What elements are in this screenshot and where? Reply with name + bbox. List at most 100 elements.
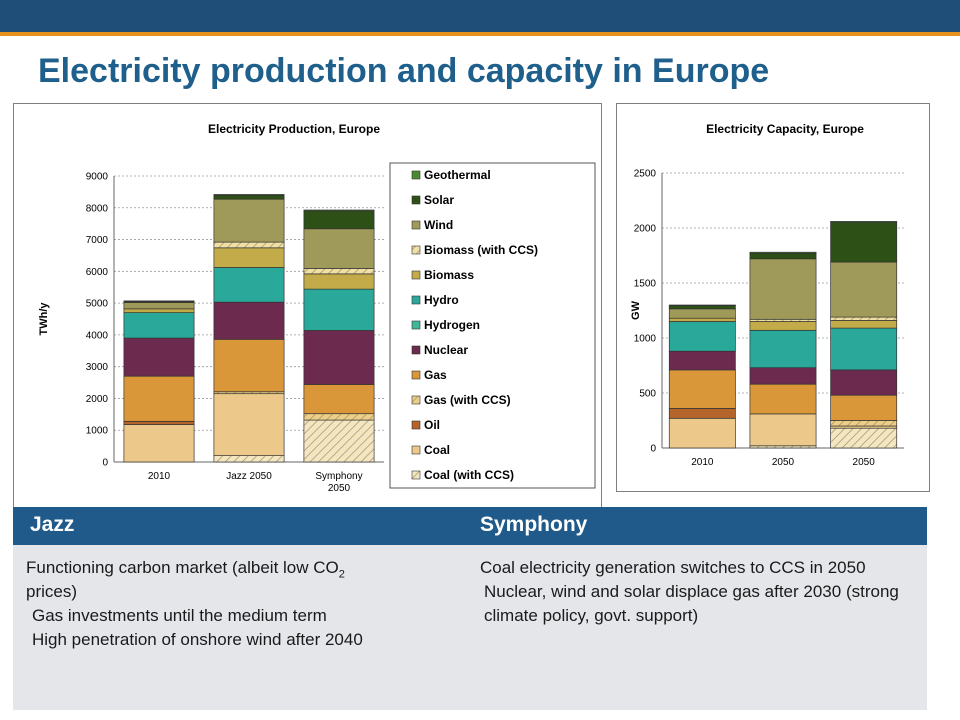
chart-legend: Geothermal Solar Wind Biomass (with CCS) Bio… [389,162,596,489]
y-tick-label: 2000 [86,394,109,405]
legend-swatch-biomass [411,270,421,280]
y-tick-label: 2500 [634,169,657,180]
bar-segment-biomass-with-ccs [830,316,898,321]
x-tick-label: 2010 [148,471,171,482]
bar-segment-oil [668,408,736,419]
bar-segment-solar [830,222,898,263]
legend-swatch-coal-with-ccs [411,470,421,480]
y-tick-label: 8000 [86,203,109,214]
bar-segment-hydro [123,312,195,339]
legend-swatch-biomass-with-ccs [411,245,421,255]
bar-segment-gas-with-ccs [303,413,375,421]
x-tick-label: 2050 [772,457,795,468]
bar-segment-nuclear [123,337,195,377]
bar-segment-coal-with-ccs [303,419,375,463]
symphony-column: Coal electricity generation switches to … [480,556,920,628]
bar-segment-gas [830,394,898,421]
legend-label-biomass-with-ccs: Biomass (with CCS) [424,243,538,257]
bar-segment-gas [668,369,736,409]
y-axis-label: TWh/y [38,302,50,336]
bar-segment-coal [213,393,285,456]
bar-segment-coal [123,424,195,463]
jazz-point-gas: Gas investments until the medium term [32,606,327,625]
jazz-point-wind: High penetration of onshore wind after 2… [32,630,363,649]
legend-label-nuclear: Nuclear [424,343,468,357]
y-tick-label: 7000 [86,235,109,246]
bar-segment-biomass [213,247,285,268]
y-tick-label: 1500 [634,279,657,290]
bar-segment-nuclear [830,369,898,396]
legend-swatch-gas-with-ccs [411,395,421,405]
bar-segment-wind [303,228,375,269]
bar-segment-geothermal [303,209,375,212]
bar-segment-solar [668,305,736,310]
bar-segment-gas [213,338,285,393]
legend-label-hydro: Hydro [424,293,459,307]
bar-segment-nuclear [213,301,285,340]
symphony-point-nuclear: Nuclear, wind and solar displace gas aft… [484,582,899,625]
symphony-header: Symphony [480,513,588,536]
bar-segment-geothermal [213,194,285,196]
scenario-table-header: Jazz Symphony [13,507,927,545]
bar-segment-coal [668,417,736,449]
jazz-column: Functioning carbon market (albeit low CO… [26,556,466,652]
chart-title: Electricity Capacity, Europe [706,122,864,136]
page-title: Electricity production and capacity in E… [38,52,770,90]
x-tick-label: Symphony [315,471,362,482]
y-tick-label: 0 [650,444,656,455]
legend-swatch-hydro [411,295,421,305]
bar-segment-nuclear [668,350,736,371]
legend-label-hydrogen: Hydrogen [424,318,480,332]
production-chart-panel: Electricity Production, Europe 0 1000 2000 3… [13,103,602,509]
bar-segment-hydro [213,267,285,303]
bar-segment-biomass [749,321,817,331]
bar-segment-hydro [303,288,375,331]
bar-segment-wind [749,258,817,320]
y-tick-label: 3000 [86,362,109,373]
jazz-point-carbon-market-cont: prices) [26,582,78,601]
bar-segment-geothermal [123,300,195,302]
chart-title: Electricity Production, Europe [208,122,380,136]
legend-label-gas-with-ccs: Gas (with CCS) [424,393,511,407]
y-tick-label: 1000 [634,334,657,345]
legend-swatch-nuclear [411,345,421,355]
y-tick-label: 9000 [86,172,109,183]
bar-segment-wind [830,261,898,318]
legend-swatch-solar [411,195,421,205]
bar-segment-geothermal [830,221,898,223]
legend-swatch-hydrogen [411,320,421,330]
legend-label-coal: Coal [424,443,450,457]
x-tick-label: 2010 [691,457,714,468]
legend-label-solar: Solar [424,193,454,207]
bar-segment-solar [303,210,375,230]
jazz-point-carbon-market: Functioning carbon market (albeit low CO… [26,558,345,581]
bar-segment-oil [123,420,195,425]
bar-segment-biomass [668,317,736,322]
legend-label-coal-with-ccs: Coal (with CCS) [424,468,514,482]
legend-swatch-coal [411,445,421,455]
capacity-chart-panel: Electricity Capacity, Europe 0 500 1000 1500… [616,103,930,492]
y-tick-label: 5000 [86,299,109,310]
y-tick-label: 6000 [86,267,109,278]
bar-segment-wind [123,302,195,310]
production-chart: Electricity Production, Europe 0 1000 2000 3… [38,122,596,494]
bar-segment-biomass-with-ccs [303,268,375,275]
x-tick-label: Jazz 2050 [226,471,272,482]
y-tick-label: 0 [102,458,108,469]
bar-segment-gas [749,383,817,415]
bar-segment-gas [123,375,195,422]
y-tick-label: 1000 [86,426,109,437]
y-tick-label: 4000 [86,330,109,341]
symphony-point-ccs: Coal electricity generation switches to … [480,558,866,577]
x-tick-label: 2050 [853,457,876,468]
legend-swatch-geothermal [411,170,421,180]
legend-swatch-gas [411,370,421,380]
legend-label-biomass: Biomass [424,268,474,282]
bar-segment-solar [213,195,285,200]
y-tick-label: 500 [639,389,656,400]
bar-segment-hydro [749,329,817,369]
legend-label-wind: Wind [424,218,453,232]
bar-segment-hydro [668,321,736,352]
legend-label-geothermal: Geothermal [424,168,491,182]
bar-segment-coal-with-ccs [213,455,285,463]
